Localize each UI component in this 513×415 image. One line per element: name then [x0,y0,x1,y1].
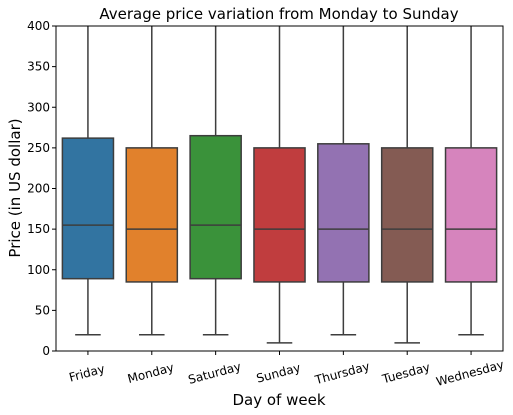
box-sunday [253,147,306,283]
x-tick-label-thursday: Thursday [313,359,372,387]
y-tick-label-350: 350 [27,60,50,74]
x-tick-label-friday: Friday [68,362,107,385]
box-thursday [317,143,370,283]
box-friday [61,137,115,280]
plot-area: Friday Monday Saturday Sunday Thursday Tuesda… [27,19,505,389]
y-tick-label-150: 150 [27,222,50,236]
x-axis-label: Day of week [232,391,325,409]
chart-title: Average price variation from Monday to S… [99,5,458,23]
x-tick-label-monday: Monday [126,360,175,386]
plot-frame [55,25,504,352]
y-axis-label: Price (in US dollar) [6,118,24,257]
box-saturday [189,134,242,280]
y-tick-label-50: 50 [35,303,50,317]
box-tuesday [380,147,434,283]
box-monday [125,147,179,283]
x-tick-label-tuesday: Tuesday [380,360,432,386]
y-tick-label-300: 300 [27,100,50,114]
x-tick-label-wednesday: Wednesday [435,357,506,389]
y-tick-label-100: 100 [27,263,50,277]
x-tick-label-saturday: Saturday [187,359,243,387]
y-tick-label-200: 200 [27,182,50,196]
y-tick-label-250: 250 [27,141,50,155]
y-tick-label-400: 400 [27,19,50,33]
box-wednesday [444,147,498,283]
y-tick-label-0: 0 [42,344,50,358]
x-tick-label-sunday: Sunday [255,361,302,386]
